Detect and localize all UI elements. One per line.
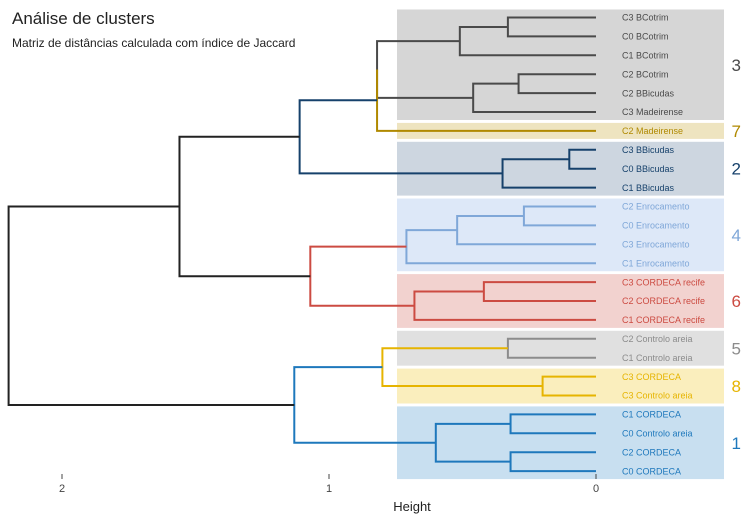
x-tick-label: 1	[326, 483, 332, 495]
leaf-label: C0 BBicudas	[622, 164, 675, 174]
cluster-number-8: 8	[732, 377, 741, 396]
leaf-label: C1 CORDECA	[622, 410, 681, 420]
leaf-labels: C3 BCotrim C0 BCotrim C1 BCotrim C2 BCotrim…	[622, 13, 705, 477]
leaf-label: C1 Enrocamento	[622, 258, 690, 268]
leaf-label: C1 CORDECA recife	[622, 315, 705, 325]
leaf-label: C3 BBicudas	[622, 145, 675, 155]
leaf-label: C1 Controlo areia	[622, 353, 693, 363]
leaf-label: C1 BCotrim	[622, 51, 669, 61]
dendrogram-branches	[7, 16, 596, 473]
leaf-label: C3 Controlo areia	[622, 391, 693, 401]
dendrogram-branch	[376, 69, 596, 132]
cluster-number-7: 7	[732, 122, 741, 141]
cluster-number-2: 2	[732, 160, 741, 179]
leaf-label: C0 CORDECA	[622, 466, 681, 476]
cluster-number-5: 5	[732, 339, 741, 358]
leaf-label: C3 Madeirense	[622, 107, 683, 117]
chart-title: Análise de clusters	[12, 9, 155, 28]
cluster-background-1	[397, 406, 724, 480]
dendrogram-branch	[178, 135, 311, 278]
cluster-number-3: 3	[732, 56, 741, 75]
leaf-label: C3 CORDECA	[622, 372, 681, 382]
cluster-numbers: 3 7 2 4 6 5 8 1	[732, 56, 741, 453]
leaf-label: C2 Controlo areia	[622, 334, 693, 344]
cluster-background-3	[397, 9, 724, 120]
dendrogram-branch	[7, 205, 295, 406]
cluster-number-1: 1	[732, 434, 741, 453]
x-axis-title: Height	[393, 499, 431, 514]
chart-subtitle: Matriz de distâncias calculada com índic…	[12, 36, 296, 50]
leaf-label: C3 Enrocamento	[622, 240, 690, 250]
leaf-label: C0 BCotrim	[622, 32, 669, 42]
leaf-label: C2 BCotrim	[622, 69, 669, 79]
cluster-backgrounds	[397, 9, 724, 480]
cluster-number-6: 6	[732, 292, 741, 311]
leaf-label: C2 CORDECA recife	[622, 296, 705, 306]
cluster-number-4: 4	[732, 226, 741, 245]
x-axis: 2 1 0 Height	[59, 474, 599, 514]
leaf-label: C3 BCotrim	[622, 13, 669, 23]
cluster-background-4	[397, 198, 724, 272]
leaf-label: C2 BBicudas	[622, 88, 675, 98]
x-tick-label: 0	[593, 483, 599, 495]
leaf-label: C2 Enrocamento	[622, 202, 690, 212]
leaf-label: C0 Enrocamento	[622, 221, 690, 231]
leaf-label: C0 Controlo areia	[622, 429, 693, 439]
leaf-label: C1 BBicudas	[622, 183, 675, 193]
leaf-label: C3 CORDECA recife	[622, 277, 705, 287]
leaf-label: C2 Madeirense	[622, 126, 683, 136]
x-tick-label: 2	[59, 483, 65, 495]
leaf-label: C2 CORDECA	[622, 447, 681, 457]
